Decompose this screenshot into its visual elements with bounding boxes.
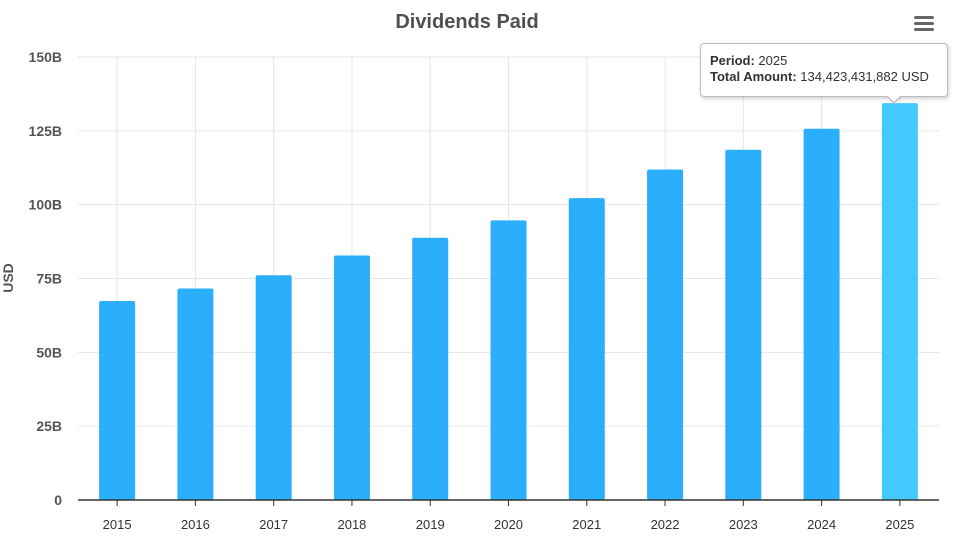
tooltip-period-value: 2025 — [758, 53, 788, 68]
y-tick-label: 0 — [54, 492, 62, 508]
hamburger-menu-icon — [914, 16, 934, 19]
x-tick-label: 2017 — [259, 517, 288, 532]
y-tick-label: 25B — [36, 418, 62, 434]
y-tick-label: 50B — [36, 344, 62, 360]
bar-2016[interactable] — [177, 288, 214, 500]
tooltip-period-row: Period: 2025 — [710, 53, 947, 69]
bar-2017[interactable] — [255, 275, 292, 500]
x-tick-label: 2024 — [807, 517, 836, 532]
bar-2023[interactable] — [725, 149, 762, 500]
chart-title: Dividends Paid — [395, 11, 538, 33]
x-tick-label: 2023 — [729, 517, 758, 532]
hamburger-menu-icon-line — [914, 28, 934, 31]
tooltip-period-label: Period: — [710, 53, 755, 68]
x-tick-label: 2019 — [416, 517, 445, 532]
x-axis-ticks: 2015 2016 2017 2018 2019 2020 2021 2022 2023 2024… — [103, 500, 914, 532]
x-tick-label: 2020 — [494, 517, 523, 532]
bar-2020[interactable] — [490, 220, 527, 500]
x-tick-label: 2015 — [103, 517, 132, 532]
tooltip-pointer-fill — [887, 95, 901, 102]
x-tick-label: 2022 — [651, 517, 680, 532]
hamburger-menu-icon-line — [914, 22, 934, 25]
x-tick-label: 2018 — [337, 517, 366, 532]
tooltip: Period: 2025 Total Amount: 134,423,431,8… — [700, 43, 948, 104]
tooltip-amount-value: 134,423,431,882 USD — [800, 69, 929, 84]
bar-2015[interactable] — [99, 300, 136, 500]
x-tick-label: 2021 — [572, 517, 601, 532]
y-axis-label: USD — [0, 263, 16, 293]
bar-2024[interactable] — [803, 128, 840, 501]
x-tick-label: 2025 — [885, 517, 914, 532]
bars — [99, 103, 918, 501]
bar-2019[interactable] — [412, 237, 449, 500]
bar-2025[interactable] — [881, 103, 918, 501]
bar-2022[interactable] — [647, 169, 684, 500]
y-tick-label: 150B — [29, 49, 62, 65]
y-tick-label: 100B — [29, 197, 62, 213]
tooltip-amount-row: Total Amount: 134,423,431,882 USD — [710, 69, 947, 85]
x-tick-label: 2016 — [181, 517, 210, 532]
y-tick-label: 75B — [36, 271, 62, 287]
bar-2021[interactable] — [568, 198, 605, 501]
y-tick-label: 125B — [29, 123, 62, 139]
bar-2018[interactable] — [333, 255, 370, 500]
tooltip-amount-label: Total Amount: — [710, 69, 797, 84]
y-axis-ticks: 0 25B 50B 75B 100B 125B 150B — [29, 49, 63, 508]
chart-menu-button[interactable] — [912, 14, 936, 34]
